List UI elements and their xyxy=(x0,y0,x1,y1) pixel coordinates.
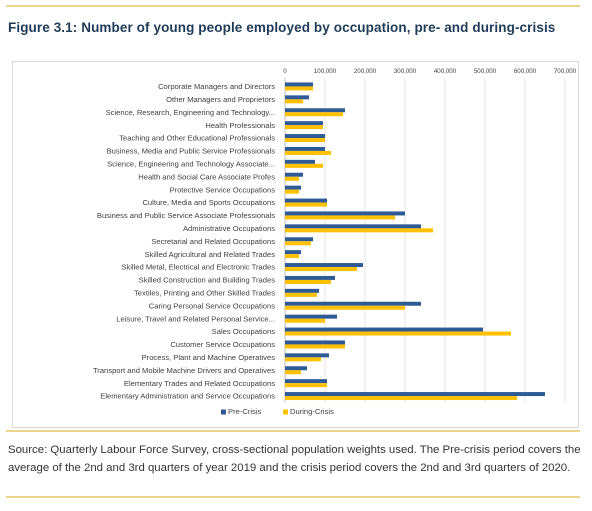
bar-pre-crisis xyxy=(285,301,421,306)
x-tick-label: 0 xyxy=(283,68,287,75)
category-label: Corporate Managers and Directors xyxy=(158,82,275,91)
bar-pre-crisis xyxy=(285,250,301,255)
x-tick-label: 200,000 xyxy=(354,68,377,75)
figure-title: Figure 3.1: Number of young people emplo… xyxy=(8,20,556,35)
x-tick-label: 100,000 xyxy=(314,68,337,75)
bar-during-crisis xyxy=(285,383,327,388)
bar-during-crisis xyxy=(285,318,325,323)
category-label: Protective Service Occupations xyxy=(169,185,275,194)
bar-pre-crisis xyxy=(285,108,345,113)
bar-pre-crisis xyxy=(285,314,337,319)
top-rule xyxy=(6,5,580,7)
bar-during-crisis xyxy=(285,254,299,259)
bar-during-crisis xyxy=(285,331,511,336)
bar-pre-crisis xyxy=(285,275,335,280)
bar-pre-crisis xyxy=(285,224,421,229)
bar-pre-crisis xyxy=(285,263,363,268)
bar-pre-crisis xyxy=(285,95,309,100)
category-label: Elementary Trades and Related Occupation… xyxy=(124,379,275,388)
bar-pre-crisis xyxy=(285,327,483,332)
bar-during-crisis xyxy=(285,292,317,297)
legend-label: Pre-Crisis xyxy=(228,407,262,416)
bar-pre-crisis xyxy=(285,172,303,177)
legend-swatch xyxy=(221,409,226,415)
bar-pre-crisis xyxy=(285,366,307,371)
bar-during-crisis xyxy=(285,370,301,375)
bottom-rule xyxy=(6,496,580,498)
category-label: Textiles, Printing and Other Skilled Tra… xyxy=(134,288,275,297)
category-label: Secretarial and Related Occupations xyxy=(151,237,275,246)
middle-rule xyxy=(6,430,580,432)
bar-pre-crisis xyxy=(285,379,327,384)
legend-swatch xyxy=(283,409,288,415)
bar-during-crisis xyxy=(285,357,321,362)
category-label: Teaching and Other Educational Professio… xyxy=(119,134,275,143)
category-label: Elementary Administration and Service Oc… xyxy=(100,392,275,401)
bar-during-crisis xyxy=(285,125,323,130)
bar-during-crisis xyxy=(285,112,343,117)
bar-during-crisis xyxy=(285,163,323,168)
bar-pre-crisis xyxy=(285,392,545,397)
bar-during-crisis xyxy=(285,267,357,272)
category-label: Caring Personal Service Occupations xyxy=(149,301,275,310)
category-label: Culture, Media and Sports Occupations xyxy=(142,198,275,207)
bar-during-crisis xyxy=(285,138,325,143)
bar-during-crisis xyxy=(285,344,345,349)
legend-label: During-Crisis xyxy=(290,407,334,416)
bar-pre-crisis xyxy=(285,211,405,216)
x-tick-label: 400,000 xyxy=(434,68,457,75)
category-label: Leisure, Travel and Related Personal Ser… xyxy=(116,314,275,323)
bar-during-crisis xyxy=(285,241,311,246)
category-label: Sales Occupations xyxy=(212,327,276,336)
bar-during-crisis xyxy=(285,215,395,220)
source-note: Source: Quarterly Labour Force Survey, c… xyxy=(8,444,581,474)
bar-during-crisis xyxy=(285,150,331,155)
x-tick-label: 300,000 xyxy=(394,68,417,75)
category-label: Science, Engineering and Technology Asso… xyxy=(107,159,275,168)
bar-during-crisis xyxy=(285,279,331,284)
bar-pre-crisis xyxy=(285,82,313,87)
category-label: Health Professionals xyxy=(205,121,275,130)
bar-during-crisis xyxy=(285,396,517,401)
bar-pre-crisis xyxy=(285,185,301,190)
bar-chart: 0 100,000 200,000 300,000 400,000 500,000 600,… xyxy=(93,68,577,416)
bar-pre-crisis xyxy=(285,340,345,345)
category-label: Process, Plant and Machine Operatives xyxy=(142,353,276,362)
bar-pre-crisis xyxy=(285,198,327,203)
category-label: Health and Social Care Associate Profes xyxy=(138,172,275,181)
bar-pre-crisis xyxy=(285,146,325,151)
bar-pre-crisis xyxy=(285,353,329,358)
bar-during-crisis xyxy=(285,176,299,181)
bar-during-crisis xyxy=(285,305,405,310)
bar-during-crisis xyxy=(285,99,303,104)
category-label: Customer Service Occupations xyxy=(170,340,275,349)
category-label: Science, Research, Engineering and Techn… xyxy=(106,108,275,117)
category-label: Administrative Occupations xyxy=(183,224,275,233)
x-tick-label: 500,000 xyxy=(474,68,497,75)
category-label: Skilled Construction and Building Trades xyxy=(139,276,276,285)
bar-pre-crisis xyxy=(285,134,325,139)
category-label: Business and Public Service Associate Pr… xyxy=(97,211,275,220)
x-tick-label: 600,000 xyxy=(514,68,537,75)
bar-during-crisis xyxy=(285,202,327,207)
bar-pre-crisis xyxy=(285,121,323,126)
category-label: Skilled Metal, Electrical and Electronic… xyxy=(121,263,275,272)
category-label: Business, Media and Public Service Profe… xyxy=(107,147,276,156)
category-label: Skilled Agricultural and Related Trades xyxy=(145,250,276,259)
category-label: Transport and Mobile Machine Drivers and… xyxy=(93,366,275,375)
category-label: Other Managers and Proprietors xyxy=(166,95,275,104)
bar-during-crisis xyxy=(285,189,299,194)
bar-pre-crisis xyxy=(285,237,313,242)
x-tick-label: 700,000 xyxy=(554,68,577,75)
bar-during-crisis xyxy=(285,86,313,91)
bar-pre-crisis xyxy=(285,288,319,293)
bar-pre-crisis xyxy=(285,159,315,164)
chart-frame: 0 100,000 200,000 300,000 400,000 500,000 600,… xyxy=(12,61,579,428)
bar-during-crisis xyxy=(285,228,433,233)
